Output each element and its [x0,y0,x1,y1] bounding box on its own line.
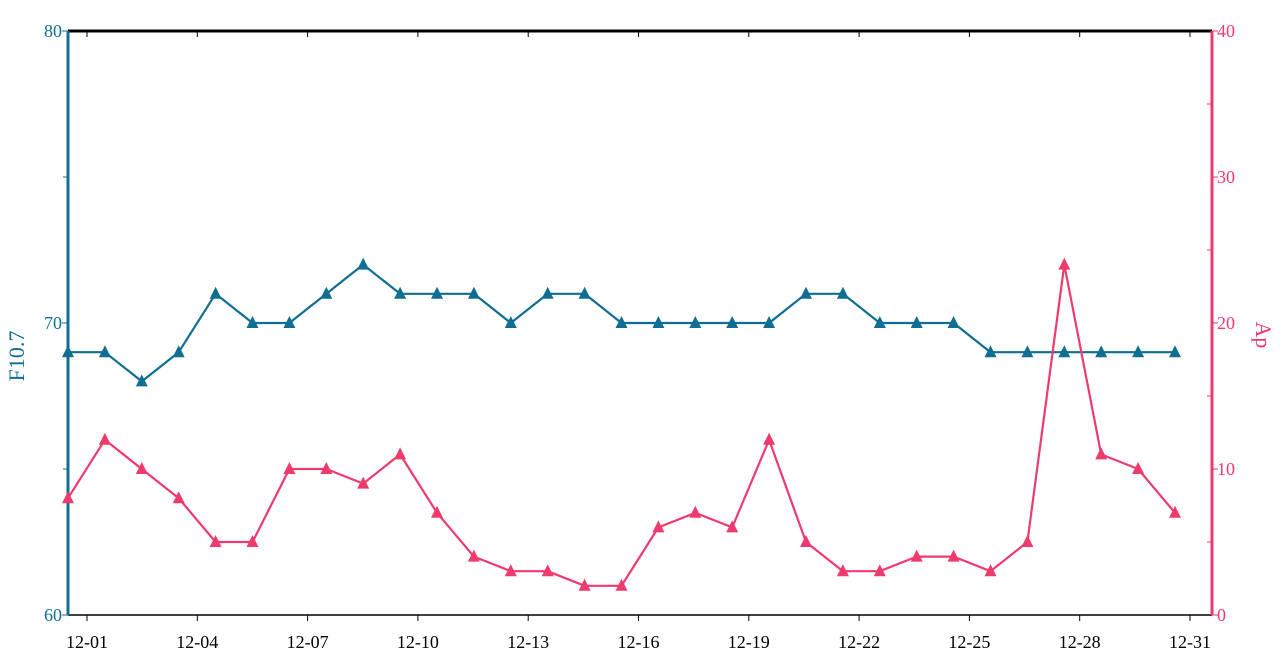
x-axis-ticks: 12-01 12-04 12-07 12-10 12-13 12-16 12-19 12-22… [66,31,1211,652]
ap-data-point [763,432,776,445]
f10-7-data-point [726,316,739,328]
ap-data-point [1095,447,1108,460]
ap-data-point [1021,535,1034,547]
x-tick-label: 12-31 [1169,632,1211,652]
ap-series-line [67,263,1176,587]
x-tick-label: 12-04 [176,632,218,652]
left-y-axis-title: F10.7 [4,331,29,382]
f10-7-data-point [467,286,480,299]
ap-data-point [62,491,74,504]
right-tick-label: 30 [1217,167,1235,187]
left-tick-label: 80 [44,21,62,41]
f10-7-data-point [763,316,776,328]
f10-7-data-point [541,286,554,299]
f10-7-data-point [209,286,222,299]
ap-data-point [652,520,665,533]
ap-data-point [689,505,702,518]
right-y-axis-title: Ap [1251,322,1276,349]
f10-7-data-point [652,316,665,328]
right-tick-label: 0 [1217,605,1226,625]
x-tick-label: 12-07 [287,632,329,652]
left-tick-label: 60 [44,605,62,625]
f10-7-data-point [1169,345,1181,358]
f10-7-data-point [62,345,74,358]
f10-7-data-point [135,374,148,387]
x-tick-label: 12-13 [507,632,549,652]
left-tick-label: 70 [44,313,62,333]
f10-7-data-point [1132,345,1145,358]
f10-7-data-point [910,316,923,328]
x-tick-label: 12-25 [948,632,990,652]
f10-7-data-point [431,286,443,299]
f10-7-data-point [1058,345,1071,358]
ap-data-point [1058,257,1071,270]
f10-7-data-point [394,286,407,299]
series-layer [62,257,1181,591]
f10-7-data-point [320,286,333,299]
ap-data-point [467,549,480,562]
ap-data-point [98,432,111,445]
x-tick-label: 12-28 [1059,632,1101,652]
ap-data-point [836,564,849,577]
ap-data-point [578,578,591,591]
f10-7-data-point [578,286,591,299]
ap-data-point [726,520,739,533]
ap-data-point [504,564,517,577]
ap-data-point [1169,505,1181,518]
f10-7-data-point [947,316,960,328]
right-tick-label: 20 [1217,313,1235,333]
left-y-axis-ticks: 60 70 80 [44,21,68,625]
f10-7-data-point [615,316,628,328]
ap-data-point [135,462,148,474]
f10-7-data-point [172,345,185,358]
ap-data-point [431,505,443,518]
ap-data-point [394,447,407,460]
ap-data-point [947,549,960,562]
f10-7-data-point [504,316,517,328]
ap-data-point [283,462,296,474]
x-tick-label: 12-10 [397,632,439,652]
ap-data-point [1132,462,1145,474]
ap-data-point [910,549,923,562]
f10-7-data-point [689,316,702,328]
ap-data-point [800,535,812,547]
x-tick-label: 12-22 [838,632,880,652]
ap-data-point [246,535,259,547]
ap-data-point [172,491,185,504]
x-tick-label: 12-16 [618,632,660,652]
f10-7-data-point [98,345,111,358]
ap-data-point [357,476,370,489]
right-tick-label: 10 [1217,459,1235,479]
f10-7-data-point [984,345,997,358]
right-tick-label: 40 [1217,21,1235,41]
f10-7-data-point [1021,345,1034,358]
f10-7-data-point [283,316,296,328]
ap-data-point [615,578,628,591]
ap-data-point [873,564,886,577]
f10-7-data-point [873,316,886,328]
f10-7-data-point [1095,345,1108,358]
f10-7-data-point [246,316,259,328]
x-tick-label: 12-19 [728,632,770,652]
ap-data-point [541,564,554,577]
right-y-axis-ticks: 0 10 20 30 40 [1207,21,1235,625]
ap-data-point [320,462,333,474]
f10-7-data-point [800,286,812,299]
ap-data-point [984,564,997,577]
f10-7-data-point [357,257,370,270]
f10-7-data-point [836,286,849,299]
ap-data-point [209,535,222,547]
x-tick-label: 12-01 [66,632,108,652]
